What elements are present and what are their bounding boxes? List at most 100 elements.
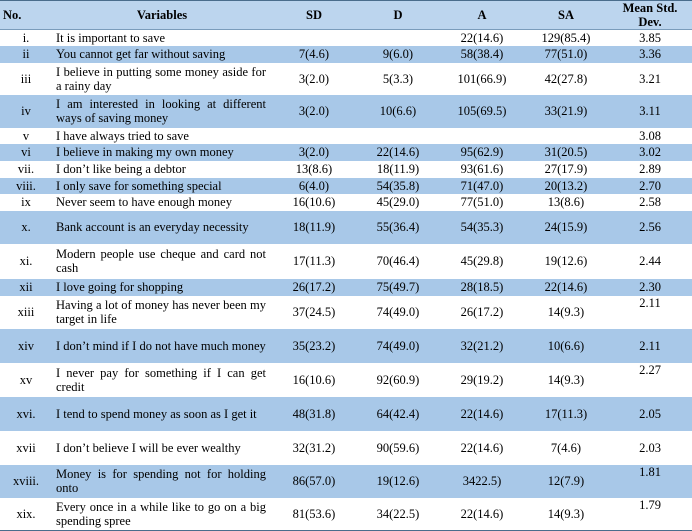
cell-no: i. — [22, 30, 30, 45]
cell-sa: 22(14.6) — [544, 280, 588, 294]
cell-a: 29(19.2) — [460, 372, 504, 387]
cell-no: ii — [22, 47, 30, 61]
cell-sa: 24(15.9) — [544, 220, 588, 234]
cell-sd: 86(57.0) — [292, 474, 336, 488]
cell-mean: 2.30 — [639, 280, 661, 294]
cell-no: xviii. — [12, 474, 40, 488]
cell-sa: 42(27.8) — [544, 71, 588, 86]
cell-variable: I never pay for something if I can get c… — [56, 365, 266, 394]
cell-d: 74(49.0) — [376, 305, 420, 319]
header-sa: SA — [558, 8, 574, 22]
cell-sd — [272, 30, 356, 46]
table-row: iv I am interested in looking at differen… — [0, 94, 692, 128]
cell-sd: 81(53.6) — [292, 506, 336, 521]
cell-no: xv — [19, 372, 33, 387]
cell-variable: I believe in making my own money — [56, 145, 234, 159]
cell-d: 34(22.5) — [376, 506, 420, 521]
cell-a: 28(18.5) — [460, 280, 504, 294]
cell-sa: 17(11.3) — [544, 406, 588, 421]
cell-a: 22(14.6) — [460, 406, 504, 421]
cell-sd: 3(2.0) — [298, 145, 330, 159]
cell-d: 55(36.4) — [376, 220, 420, 234]
cell-no: x. — [21, 220, 31, 234]
header-row: No. Variables SD D A SA Mean Std. Dev. — [0, 0, 692, 30]
cell-d: 90(59.6) — [376, 440, 420, 455]
cell-a: 22(14.6) — [460, 30, 504, 45]
cell-sd: 18(11.9) — [292, 220, 336, 234]
cell-no: iii — [20, 71, 32, 86]
cell-a: 32(21.2) — [460, 338, 504, 353]
cell-sa: 10(6.6) — [547, 338, 585, 353]
cell-a: 45(29.8) — [460, 254, 504, 268]
cell-sd: 26(17.2) — [292, 280, 336, 294]
header-sd: SD — [306, 8, 322, 22]
cell-sd: 13(8.6) — [295, 162, 333, 176]
cell-variable: Modern people use cheque and card not ca… — [56, 247, 266, 275]
cell-d: 10(6.6) — [379, 104, 417, 118]
cell-d: 75(49.7) — [376, 280, 420, 294]
cell-a: 22(14.6) — [460, 440, 504, 455]
cell-sa: 12(7.9) — [547, 474, 585, 488]
cell-no: xvi. — [16, 406, 36, 421]
cell-a — [440, 128, 524, 144]
cell-variable: I don’t mind if I do not have much money — [56, 338, 266, 353]
cell-sa: 20(13.2) — [544, 178, 588, 193]
cell-mean: 2.89 — [639, 162, 661, 176]
cell-d: 64(42.4) — [376, 406, 420, 421]
cell-sd: 3(2.0) — [298, 104, 330, 118]
cell-mean: 1.79 — [639, 497, 661, 512]
cell-no: xvii — [16, 440, 36, 455]
header-a: A — [477, 8, 487, 22]
cell-mean: 3.08 — [639, 128, 661, 143]
table-row: i. It is important to save 22(14.6) 129(85.… — [0, 29, 692, 46]
cell-a: 95(62.9) — [460, 145, 504, 159]
cell-a: 93(61.6) — [460, 162, 504, 176]
table-row: xv I never pay for something if I can get… — [0, 362, 692, 397]
cell-variable: It is important to save — [56, 30, 166, 45]
cell-mean: 2.03 — [639, 440, 661, 455]
cell-variable: Money is for spending not for holding on… — [56, 467, 266, 495]
cell-variable: I have always tried to save — [56, 128, 189, 143]
cell-no: xix. — [16, 506, 36, 521]
cell-variable: Bank account is an everyday necessity — [56, 220, 249, 234]
cell-mean: 2.05 — [639, 406, 661, 421]
cell-sa: 27(17.9) — [544, 162, 588, 176]
cell-mean: 3.36 — [639, 47, 661, 61]
cell-mean: 3.11 — [639, 104, 661, 118]
header-variables: Variables — [136, 8, 188, 22]
cell-d: 18(11.9) — [376, 162, 420, 176]
cell-sd: 48(31.8) — [292, 406, 336, 421]
cell-sa: 14(9.3) — [547, 305, 585, 319]
cell-sd: 7(4.6) — [298, 47, 330, 61]
table-row: ix Never seem to have enough money 16(10.6… — [0, 193, 692, 211]
cell-mean: 2.44 — [639, 254, 661, 268]
header-mean: Mean Std. Dev. — [622, 1, 678, 29]
cell-a: 105(69.5) — [457, 104, 507, 118]
cell-variable: I am interested in looking at different … — [56, 97, 266, 125]
cell-sa: 13(8.6) — [547, 195, 585, 209]
table-row: x. Bank account is an everyday necessity 1… — [0, 210, 692, 244]
table-row: iii I believe in putting some money aside… — [0, 62, 692, 95]
cell-sa: 33(21.9) — [544, 104, 588, 118]
table-row: ii You cannot get far without saving 7(4.6… — [0, 45, 692, 63]
cell-mean: 2.11 — [639, 295, 661, 310]
cell-variable: You cannot get far without saving — [56, 47, 226, 61]
cell-d: 45(29.0) — [376, 195, 420, 209]
table-row: viii. I only save for something special 6(… — [0, 177, 692, 194]
cell-no: vii. — [17, 162, 35, 176]
table-row: xvii I don’t believe I will be ever wealt… — [0, 430, 692, 465]
cell-no: xii — [19, 280, 33, 294]
cell-no: ix — [21, 195, 31, 209]
cell-sd: 32(31.2) — [292, 440, 336, 455]
cell-d: 92(60.9) — [376, 372, 420, 387]
cell-variable: Every once in a while like to go on a bi… — [56, 499, 266, 528]
cell-sd: 35(23.2) — [292, 338, 336, 353]
cell-variable: I don’t believe I will be ever wealthy — [56, 440, 241, 455]
cell-no: vi — [21, 145, 31, 159]
table-row: xi. Modern people use cheque and card not… — [0, 243, 692, 279]
cell-no: xiii — [17, 305, 35, 319]
cell-d: 5(3.3) — [382, 71, 414, 86]
table-row: xviii. Money is for spending not for hold… — [0, 464, 692, 498]
table-row: vii. I don’t like being a debtor 13(8.6) 18… — [0, 160, 692, 178]
